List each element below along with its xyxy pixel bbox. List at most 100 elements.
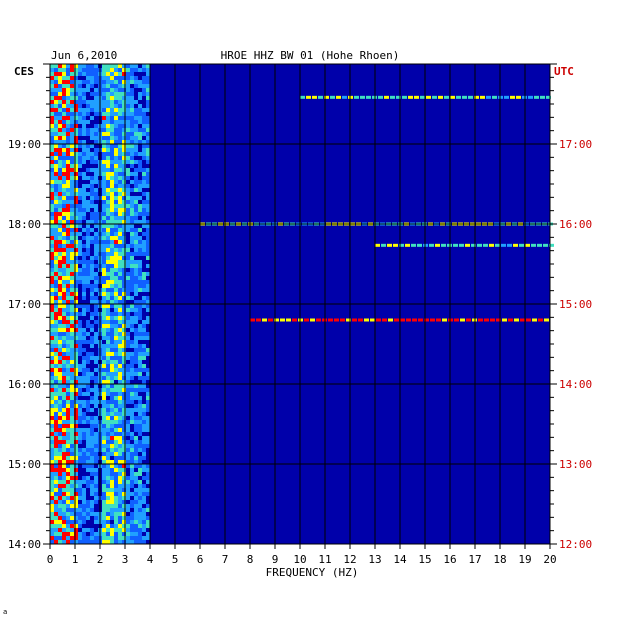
event-2-segment (471, 243, 476, 247)
event-3-segment (310, 318, 315, 322)
x-tick-label-8: 8 (247, 553, 254, 566)
event-2-segment (489, 243, 494, 247)
event-0-segment (456, 95, 461, 99)
event-0-segment (342, 95, 347, 99)
left-tick-label: 18:00 (8, 218, 41, 231)
event-3-segment (484, 318, 489, 322)
event-0-segment (516, 95, 521, 99)
grid-lines (50, 64, 550, 544)
event-0-segment (324, 95, 329, 99)
event-3-segment (292, 318, 297, 322)
event-0-segment (534, 95, 539, 99)
right-axis-label: UTC (554, 65, 574, 78)
left-tick-label: 17:00 (8, 298, 41, 311)
event-3-segment (532, 318, 537, 322)
event-3-segment (538, 318, 543, 322)
event-0-segment (378, 95, 383, 99)
event-3-segment (340, 318, 345, 322)
event-0-segment (462, 95, 467, 99)
event-3-segment (526, 318, 531, 322)
right-tick-label: 16:00 (559, 218, 592, 231)
event-2-segment (525, 243, 530, 247)
event-2-segment (495, 243, 500, 247)
right-tick-label: 17:00 (559, 138, 592, 151)
event-2-segment (483, 243, 488, 247)
x-tick-label-15: 15 (418, 553, 431, 566)
event-0-segment (384, 95, 389, 99)
event-3-segment (490, 318, 495, 322)
event-2-segment (531, 243, 536, 247)
event-3-segment (406, 318, 411, 322)
x-tick-label-13: 13 (368, 553, 381, 566)
event-0-segment (414, 95, 419, 99)
x-tick-label-16: 16 (443, 553, 456, 566)
event-0-segment (312, 95, 317, 99)
event-2-segment (405, 243, 410, 247)
event-3-segment (328, 318, 333, 322)
event-0-segment (540, 95, 545, 99)
event-3-segment (370, 318, 375, 322)
left-tick-label: 19:00 (8, 138, 41, 151)
chart-title: HROE HHZ BW 01 (Hohe Rhoen) (221, 49, 400, 62)
event-3-segment (250, 318, 255, 322)
event-0-segment (390, 95, 395, 99)
event-2-segment (501, 243, 506, 247)
event-2-segment (411, 243, 416, 247)
event-3-segment (352, 318, 357, 322)
x-tick-label-0: 0 (47, 553, 54, 566)
x-tick-label-5: 5 (172, 553, 179, 566)
event-2-segment (513, 243, 518, 247)
event-0-segment (318, 95, 323, 99)
right-tick-label: 13:00 (559, 458, 592, 471)
event-3-segment (424, 318, 429, 322)
event-0-segment (306, 95, 311, 99)
x-tick-label-3: 3 (122, 553, 129, 566)
event-2-segment (375, 243, 380, 247)
event-2-segment (543, 243, 548, 247)
event-3-segment (430, 318, 435, 322)
event-0-segment (396, 95, 401, 99)
event-3-segment (286, 318, 291, 322)
x-tick-label-17: 17 (468, 553, 481, 566)
event-0-segment (486, 95, 491, 99)
x-tick-label-18: 18 (493, 553, 506, 566)
event-3-segment (508, 318, 513, 322)
left-tick-label: 16:00 (8, 378, 41, 391)
x-tick-label-9: 9 (272, 553, 279, 566)
right-tick-label: 12:00 (559, 538, 592, 551)
event-0-segment (468, 95, 473, 99)
x-tick-label-1: 1 (72, 553, 79, 566)
event-0-segment (528, 95, 533, 99)
event-2-segment (459, 243, 464, 247)
event-0-segment (426, 95, 431, 99)
right-tick-label: 14:00 (559, 378, 592, 391)
x-tick-label-20: 20 (543, 553, 556, 566)
event-0-segment (492, 95, 497, 99)
event-3-segment (346, 318, 351, 322)
right-time-axis: 12:00 13:00 14:00 15:00 16:00 17:00 (550, 63, 592, 551)
x-tick-label-6: 6 (197, 553, 204, 566)
event-0-segment (420, 95, 425, 99)
event-2-segment (465, 243, 470, 247)
event-3-segment (274, 318, 279, 322)
event-2-segment (507, 243, 512, 247)
event-3-segment (544, 318, 549, 322)
event-3-segment (478, 318, 483, 322)
event-2-segment (393, 243, 398, 247)
event-2-segment (441, 243, 446, 247)
left-axis-label: CES (14, 65, 34, 78)
event-2-segment (453, 243, 458, 247)
event-3-segment (382, 318, 387, 322)
event-0-segment (360, 95, 365, 99)
event-0-segment (300, 95, 305, 99)
x-axis: 0 1 2 3 4 5 6 7 8 9 10 11 12 13 14 15 16 17 18 19 20 (47, 544, 557, 566)
event-0-segment (510, 95, 515, 99)
event-0-segment (480, 95, 485, 99)
event-3-segment (376, 318, 381, 322)
event-3-segment (358, 318, 363, 322)
event-3-segment (388, 318, 393, 322)
event-2-segment (477, 243, 482, 247)
event-3-segment (400, 318, 405, 322)
event-3-segment (280, 318, 285, 322)
x-tick-label-2: 2 (97, 553, 104, 566)
